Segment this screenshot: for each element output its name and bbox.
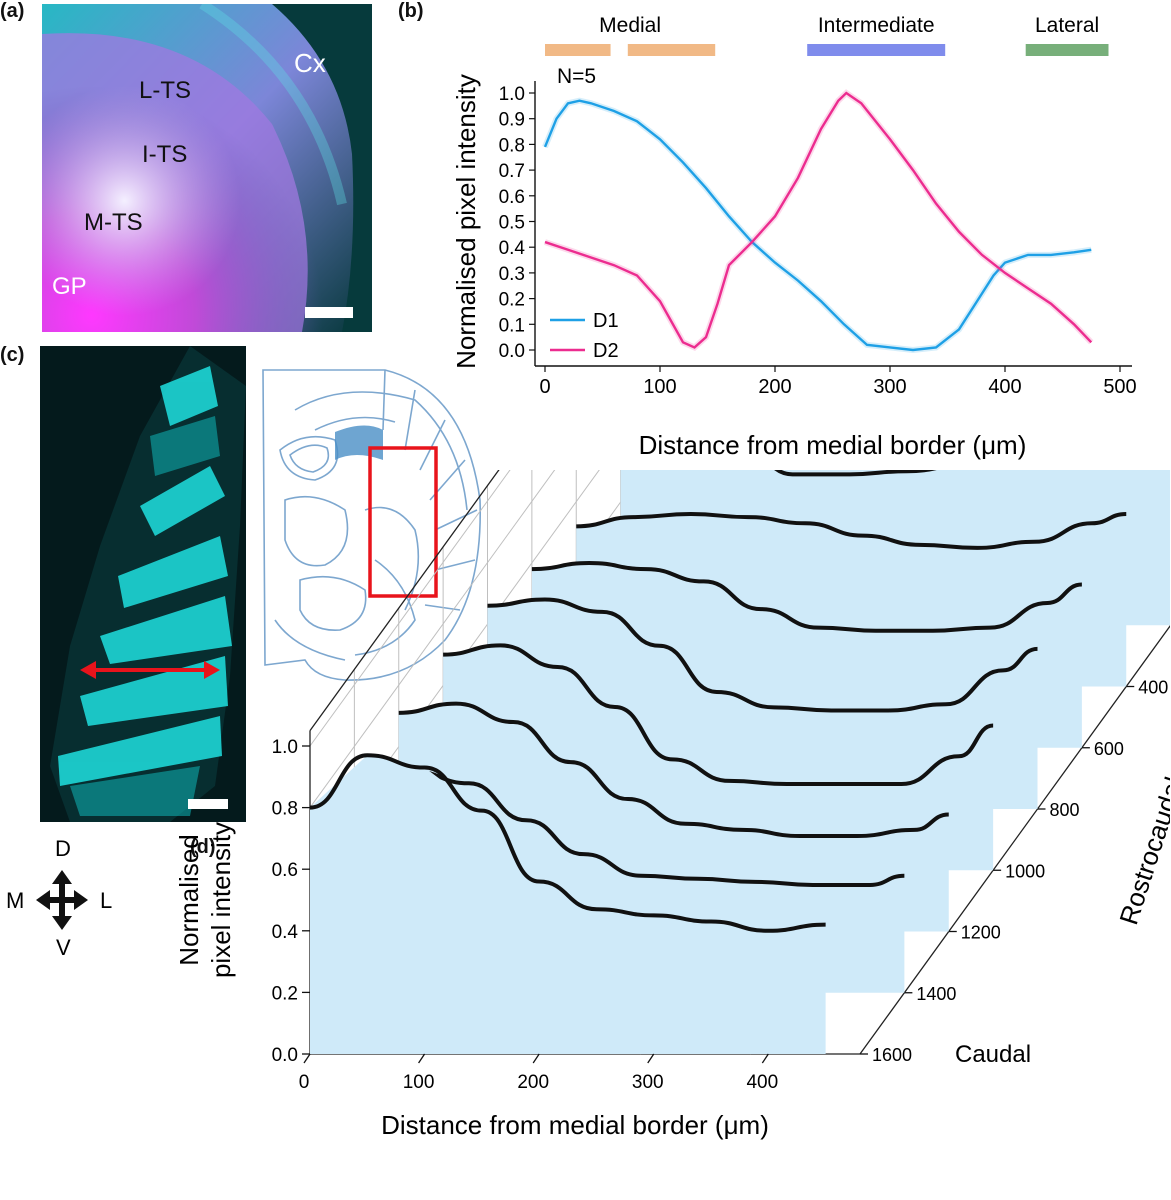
measurement-arrow (80, 661, 220, 679)
z-tick-label: 1400 (916, 984, 956, 1004)
profile-line (576, 512, 1127, 550)
y-tick-label: 0.3 (499, 264, 525, 285)
x-tick-label: 200 (758, 376, 791, 398)
x-tick (761, 1053, 769, 1064)
x-tick-label: 200 (517, 1072, 549, 1093)
x-tick-label: 0 (299, 1072, 310, 1093)
y-axis-label-2: pixel intensity (206, 822, 236, 978)
y-tick-label: 0.0 (499, 341, 525, 362)
zone-label-medial: Medial (599, 14, 661, 37)
orientation-compass: D V M L (6, 836, 112, 960)
z-tick-label: 600 (1094, 739, 1124, 759)
legend-label-d2: D2 (593, 340, 619, 362)
x-tick-label: 100 (643, 376, 676, 398)
z-tick-label: 1600 (872, 1045, 912, 1065)
x-tick-label: 0 (539, 376, 550, 398)
zone-label-intermediate: Intermediate (818, 14, 935, 37)
profile-line (443, 643, 994, 787)
y-axis-label-1: Normalised (174, 834, 204, 966)
panel-d-letter: (d) (190, 836, 216, 858)
y-tick-label: 0.8 (272, 799, 298, 820)
y-tick-label: 0.6 (499, 187, 525, 208)
x-tick (418, 1053, 426, 1064)
side-grid-line (309, 470, 556, 808)
zone-label-lateral: Lateral (1035, 14, 1099, 37)
panel-a-letter: (a) (0, 0, 25, 22)
x-tick (532, 1053, 540, 1064)
compass-v: V (56, 935, 71, 960)
legend-label-d1: D1 (593, 310, 619, 332)
y-tick-label: 0.9 (499, 110, 525, 131)
y-tick-label: 0.4 (499, 238, 526, 259)
profile-line (531, 560, 1083, 633)
zone-bar-intermediate (807, 44, 946, 56)
y-tick-label: 1.0 (499, 84, 525, 105)
y-tick-label: 0.2 (499, 290, 525, 311)
profile-line (487, 597, 1038, 713)
x-tick-label: 400 (988, 376, 1021, 398)
compass-d: D (55, 836, 71, 861)
panel-b-letter: (b) (398, 0, 424, 22)
caudal-label: Caudal (955, 1041, 1031, 1068)
label-mts: M-TS (84, 209, 143, 236)
zone-bar-medial (545, 44, 611, 56)
x-tick (303, 1053, 311, 1064)
z-tick-label: 800 (1050, 800, 1080, 820)
x-axis-label: Distance from medial border (μm) (639, 430, 1027, 460)
zone-bar-medial (627, 44, 716, 56)
panel-d-chart: 0 100 200 300 400 Distance from medial border… (174, 470, 1170, 1140)
x-tick-label: 400 (746, 1072, 778, 1093)
y-tick-label: 0.0 (272, 1045, 298, 1066)
panel-a-micrograph: Cx L-TS I-TS M-TS GP (42, 4, 372, 332)
series-band-d2 (544, 89, 1094, 351)
x-tick-label: 100 (403, 1072, 435, 1093)
y-tick-label: 0.1 (499, 315, 525, 336)
profile-line (774, 470, 937, 477)
z-tick-label: 1200 (961, 923, 1001, 943)
panel-b-chart: 0.0 0.1 0.2 0.3 0.4 0.5 0.6 0.7 0.8 0.9 1.0 0 100 200… (451, 14, 1137, 460)
scale-bar (305, 307, 353, 318)
panel-c-micrograph (40, 346, 246, 822)
y-tick-label: 0.2 (272, 983, 298, 1004)
profile-line (309, 753, 826, 933)
y-tick-label: 0.4 (272, 922, 299, 943)
z-tick-label: 400 (1138, 678, 1168, 698)
side-grid-line (309, 470, 511, 747)
region-highlight-box (368, 446, 438, 598)
x-tick-label: 500 (1103, 376, 1136, 398)
zone-bar-lateral (1025, 44, 1109, 56)
z-axis-label: Rostrocaudal axis (μm) (1113, 664, 1170, 928)
series-line-d2 (544, 91, 1093, 349)
y-tick-label: 0.5 (499, 213, 525, 234)
panel-c-letter: (c) (0, 344, 25, 366)
y-axis-label: Normalised pixel intensity (451, 74, 481, 369)
z-tick-label: 1000 (1005, 861, 1045, 881)
x-tick-label: 300 (873, 376, 906, 398)
y-tick-label: 0.6 (272, 860, 298, 881)
y-tick-label: 0.8 (499, 135, 525, 156)
x-tick (647, 1053, 655, 1064)
y-tick-label: 0.7 (499, 161, 525, 182)
label-lts: L-TS (139, 77, 191, 104)
profile-fill (310, 755, 826, 1054)
x-tick-label: 300 (632, 1072, 664, 1093)
label-its: I-TS (142, 141, 187, 168)
compass-m: M (6, 888, 24, 913)
label-cx: Cx (294, 48, 326, 78)
scale-bar (188, 799, 228, 809)
profile-line (398, 701, 949, 839)
n-label: N=5 (557, 65, 596, 88)
frame-edge (309, 470, 500, 731)
x-axis-label: Distance from medial border (μm) (381, 1110, 769, 1140)
label-gp: GP (52, 273, 87, 300)
y-tick-label: 1.0 (272, 737, 298, 758)
compass-l: L (100, 888, 112, 913)
